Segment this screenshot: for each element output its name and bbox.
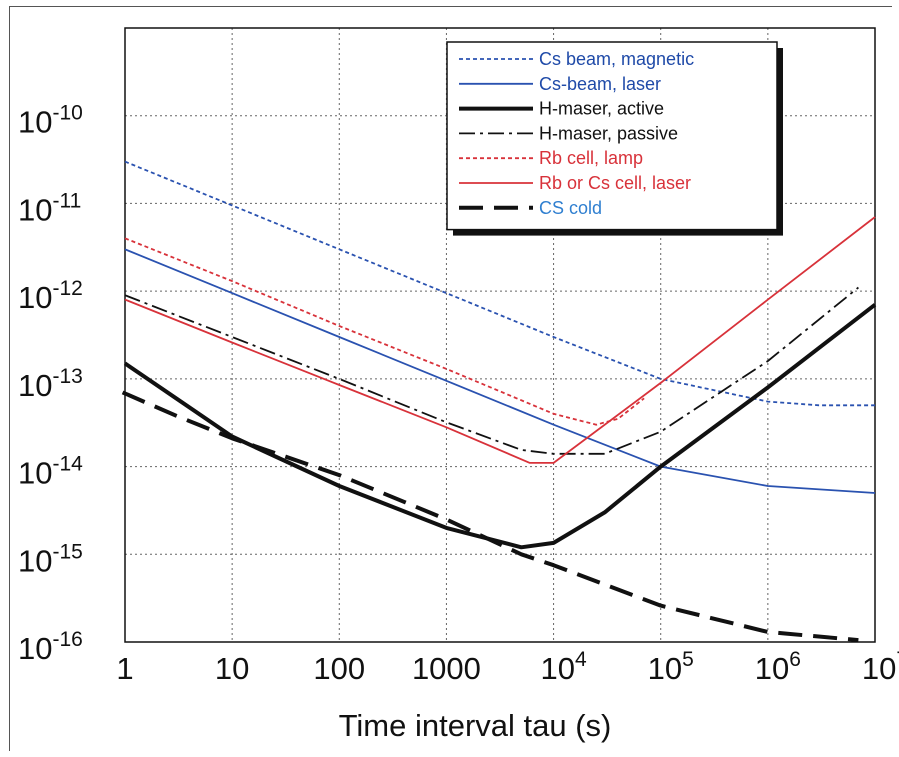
x-tick-label: 10 [215, 651, 249, 686]
figure-frame [9, 6, 892, 751]
series-line-cs-cold [121, 390, 859, 643]
legend-box [446, 41, 778, 231]
legend: Cs beam, magnetic Cs-beam, laser H-maser, … [446, 41, 783, 236]
legend-label: Rb or Cs cell, laser [539, 173, 691, 193]
series-line-h-maser-passive [124, 286, 859, 455]
legend-label: H-maser, active [539, 99, 664, 119]
y-tick-label: 10-14 [18, 453, 83, 491]
x-axis-title: Time interval tau (s) [339, 708, 612, 743]
series-line-rb-or-cs-cell-laser [124, 216, 876, 464]
x-tick-label: 100 [313, 651, 365, 686]
y-tick-label: 10-10 [18, 102, 83, 140]
x-tick-label: 107 [862, 648, 899, 686]
y-tick-label: 10-16 [18, 628, 83, 666]
legend-label: H-maser, passive [539, 123, 678, 143]
series-line-cs-beam-laser [124, 248, 876, 494]
y-tick-label: 10-11 [18, 189, 81, 227]
legend-label: Cs-beam, laser [539, 74, 661, 94]
x-tick-label: 105 [648, 648, 694, 686]
series-line-rb-cell-lamp [124, 237, 645, 426]
legend-label: Rb cell, lamp [539, 148, 643, 168]
x-tick-label: 106 [755, 648, 801, 686]
y-tick-label: 10-15 [18, 540, 83, 578]
series-line-cs-beam-magnetic [124, 160, 875, 407]
x-tick-label: 1 [116, 651, 133, 686]
y-tick-label: 10-12 [18, 277, 83, 315]
series-group [121, 160, 877, 643]
legend-label: Cs beam, magnetic [539, 49, 694, 69]
x-tick-label: 1000 [412, 651, 481, 686]
plot-area-border [124, 27, 876, 643]
x-tick-label: 104 [540, 648, 586, 686]
tick-labels: 1 10 100 1000 104 105 106 107 10-10 10-11 10-12 10-… [18, 102, 899, 686]
legend-label: CS cold [539, 198, 602, 218]
y-tick-label: 10-13 [18, 365, 83, 403]
series-line-h-maser-active [123, 303, 877, 550]
